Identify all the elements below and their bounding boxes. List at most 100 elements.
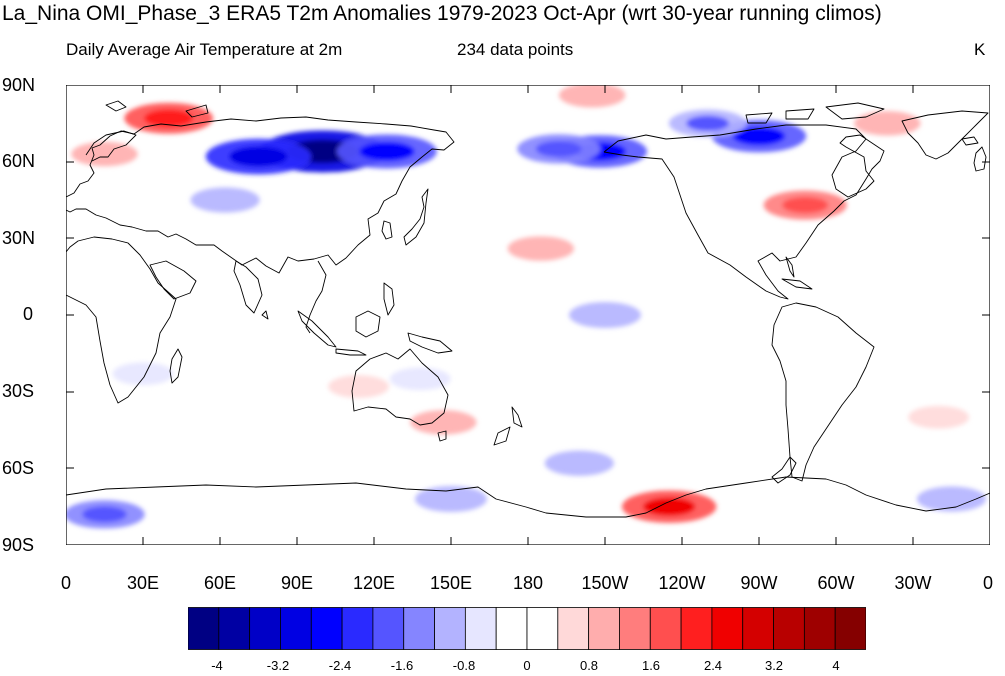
anomaly-core [686, 115, 730, 131]
colorbar-label: 3.2 [764, 658, 784, 673]
anomaly-region [389, 367, 451, 391]
anomaly-core [359, 142, 415, 161]
anomaly-region [854, 111, 921, 136]
colorbar-label: -4 [211, 658, 223, 673]
coastline-greenland [901, 110, 989, 160]
colorbar-swatch [742, 607, 774, 650]
coastline-svalbard [105, 100, 127, 112]
colorbar-swatch [834, 607, 866, 650]
lat-label-90s: 90S [2, 535, 35, 555]
colorbar-swatch [495, 607, 528, 650]
colorbar-swatch [619, 607, 651, 650]
lon-label-60e: 60E [203, 573, 237, 593]
colorbar-swatch [280, 607, 312, 650]
data-points-subtitle: 234 data points [457, 40, 574, 59]
anomaly-region [558, 85, 626, 108]
lon-label-30e: 30E [126, 573, 160, 593]
colorbar-swatch [803, 607, 836, 650]
colorbar-swatch [464, 607, 497, 650]
colorbar-swatch [649, 607, 682, 650]
coastline-north-america [603, 124, 885, 300]
colorbar-label: -3.2 [266, 658, 290, 673]
anomaly-region [190, 187, 260, 213]
coastline-scandinavia [85, 130, 137, 162]
map-ticks [66, 85, 990, 545]
coastline-madagascar [169, 348, 183, 384]
coastline-antarctica [66, 476, 990, 518]
coastline-uk [973, 146, 987, 172]
coastline-iceland [961, 136, 979, 146]
coastline-eurasia [66, 116, 455, 274]
lon-label-120w: 120W [658, 573, 706, 593]
colorbar-swatch [434, 607, 466, 650]
coastline-sri-lanka [261, 310, 269, 320]
colorbar-swatch [588, 607, 620, 650]
lon-label-90e: 90E [280, 573, 314, 593]
anomaly-region [507, 236, 575, 261]
anomaly-region [908, 405, 970, 429]
lon-label-150e: 150E [429, 573, 473, 593]
coastline-africa [66, 236, 177, 404]
units-label: K [974, 40, 986, 59]
colorbar-label: 2.4 [703, 658, 723, 673]
anomaly-region [569, 302, 641, 328]
colorbar-swatch [711, 607, 744, 650]
lon-label-30w: 30W [894, 573, 932, 593]
coastline-sumatra [297, 310, 337, 348]
coastlines [66, 100, 990, 518]
colorbar-label: -0.8 [452, 658, 476, 673]
coastline-arabia [149, 260, 197, 300]
coastline-novaya-zemlya [185, 104, 209, 118]
colorbar [188, 607, 866, 650]
colorbar-swatch [249, 607, 281, 650]
coastline-korea [381, 220, 393, 240]
coastline-java [335, 348, 367, 356]
anomaly-region [544, 450, 614, 476]
coastline-india [233, 260, 263, 314]
lat-label-60s: 60S [2, 458, 35, 478]
lat-label-30s: 30S [2, 381, 35, 401]
anomaly-region [328, 375, 389, 398]
anomaly-region [71, 141, 138, 167]
coastline-philippines [383, 282, 395, 316]
lon-label-0-east: 0 [982, 573, 994, 593]
coastline-japan [403, 188, 429, 246]
variable-subtitle: Daily Average Air Temperature at 2m [66, 40, 343, 59]
coastline-cuba [781, 278, 813, 290]
anomaly-region [916, 486, 987, 512]
anomaly-core [229, 146, 288, 167]
lon-label-120e: 120E [352, 573, 396, 593]
lon-label-90w: 90W [740, 573, 778, 593]
coastline-new-zealand [493, 406, 523, 446]
colorbar-label: -2.4 [328, 658, 352, 673]
coastline-new-guinea [407, 332, 453, 354]
coastline-canadian-archipelago [745, 102, 885, 124]
coastline-florida [785, 256, 795, 278]
colorbar-label: 0.8 [579, 658, 599, 673]
anomaly-core [535, 140, 582, 157]
lon-label-60w: 60W [817, 573, 855, 593]
colorbar-swatch [557, 607, 590, 650]
coastline-borneo [355, 310, 381, 338]
map-title: La_Nina OMI_Phase_3 ERA5 T2m Anomalies 1… [2, 2, 882, 25]
anomaly-core [82, 506, 127, 523]
anomaly-map [66, 85, 990, 545]
colorbar-label: 0 [523, 658, 531, 673]
lon-label-0: 0 [60, 573, 72, 593]
lat-label-60n: 60N [2, 151, 36, 171]
anomaly-region [112, 362, 174, 386]
colorbar-swatch [310, 607, 343, 650]
colorbar-label: -1.6 [390, 658, 414, 673]
anomaly-region [410, 410, 477, 435]
anomaly-core [733, 127, 785, 146]
anomaly-region [415, 486, 487, 512]
coastline-tasmania [437, 430, 447, 442]
lon-label-180: 180 [512, 573, 544, 593]
anomaly-core [643, 497, 696, 516]
coastline-europe-west [66, 147, 95, 198]
colorbar-swatch [680, 607, 713, 650]
colorbar-swatch [218, 607, 251, 650]
lat-label-90n: 90N [2, 75, 36, 95]
colorbar-swatch [773, 607, 805, 650]
anomaly-core [144, 109, 194, 127]
